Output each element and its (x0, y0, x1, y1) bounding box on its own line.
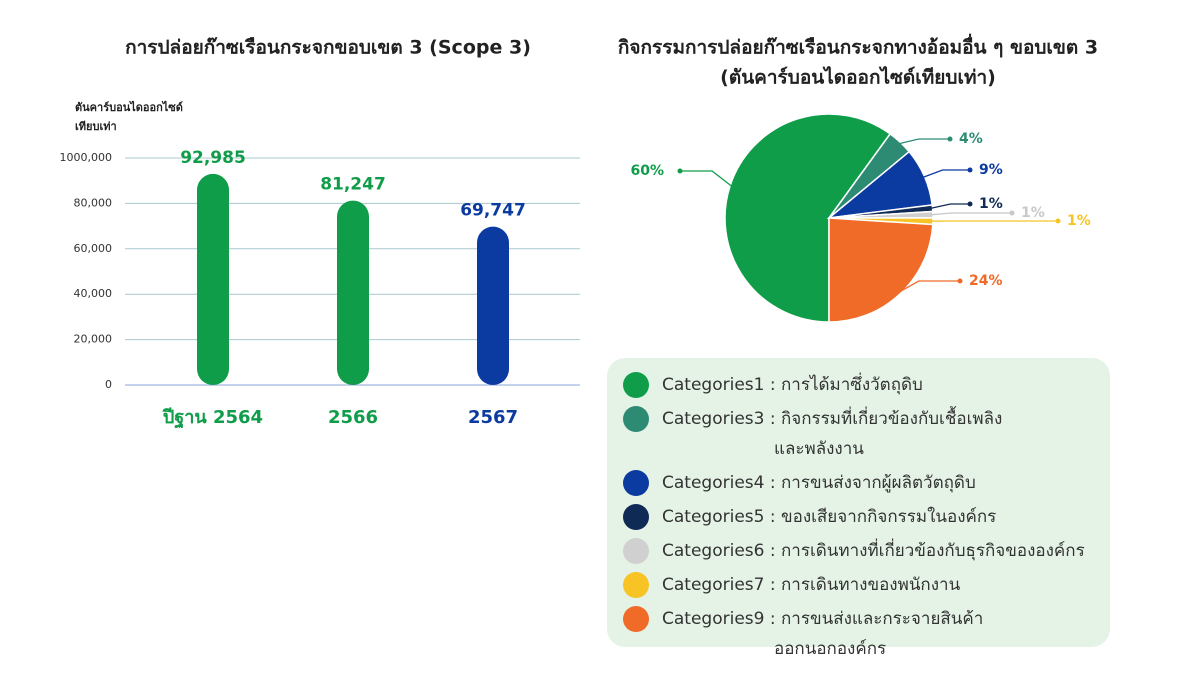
legend-label: Categories3 : กิจกรรมที่เกี่ยวข้องกับเชื… (662, 409, 1003, 459)
value-label: 4% (959, 131, 983, 147)
leader-dot (967, 167, 973, 173)
y-label: เทียบเท่า (75, 120, 117, 133)
legend-swatch (623, 406, 649, 432)
legend-swatch (623, 504, 649, 530)
bar (477, 226, 509, 385)
y-tick-label: 40,000 (74, 287, 113, 300)
legend-swatch (623, 538, 649, 564)
x-tick-label: 2567 (468, 407, 518, 428)
bar (337, 200, 369, 385)
legend-item: Categories6 : การเดินทางที่เกี่ยวข้องกับ… (623, 538, 1110, 566)
leader-line (930, 212, 1012, 216)
leader-line (922, 169, 970, 179)
leader-dot (967, 201, 973, 207)
pie-slice (828, 217, 934, 323)
y-tick-label: 60,000 (74, 242, 113, 255)
legend-swatch (623, 470, 649, 496)
leader-dot (677, 168, 683, 174)
leader-line (898, 280, 960, 293)
legend-swatch (623, 372, 649, 398)
value-label: 9% (979, 162, 1003, 178)
legend-label: Categories5 : ของเสียจากกิจกรรมในองค์กร (662, 507, 997, 527)
legend-label: Categories1 : การได้มาซึ่งวัตถุดิบ (662, 375, 923, 395)
leader-line (930, 203, 970, 210)
bar-title: การปล่อยก๊าซเรือนกระจกขอบเขต 3 (Scope 3) (125, 37, 531, 59)
value-label: 92,985 (180, 148, 246, 168)
legend-label: Categories9 : การขนส่งและกระจายสินค้า ออ… (662, 609, 984, 659)
leader-dot (947, 136, 953, 142)
x-tick-label: 2566 (328, 407, 378, 428)
value-label: 1% (979, 196, 1003, 212)
legend-swatch (623, 606, 649, 632)
legend-swatch (623, 572, 649, 598)
bar (197, 173, 229, 385)
legend-item: Categories5 : ของเสียจากกิจกรรมในองค์กร (623, 504, 1110, 532)
legend-item: Categories9 : การขนส่งและกระจายสินค้า ออ… (623, 606, 1110, 664)
leader-dot (1055, 218, 1061, 224)
leader-dot (957, 278, 963, 284)
legend-label: Categories4 : การขนส่งจากผู้ผลิตวัตถุดิบ (662, 473, 976, 493)
pie-slice (724, 113, 892, 323)
y-tick-label: 80,000 (74, 196, 113, 209)
value-label: 1% (1021, 205, 1045, 221)
leader-line (898, 138, 950, 145)
value-label: 69,747 (460, 201, 526, 221)
y-tick-label: 0 (105, 378, 112, 391)
legend-item: Categories1 : การได้มาซึ่งวัตถุดิบ (623, 372, 1110, 400)
y-tick-label: 20,000 (74, 333, 113, 346)
value-label: 81,247 (320, 175, 386, 195)
leader-dot (1009, 210, 1015, 216)
legend-item: Categories3 : กิจกรรมที่เกี่ยวข้องกับเชื… (623, 406, 1110, 464)
legend-label: Categories6 : การเดินทางที่เกี่ยวข้องกับ… (662, 541, 1085, 561)
legend-item: Categories4 : การขนส่งจากผู้ผลิตวัตถุดิบ (623, 470, 1110, 498)
legend-label: Categories7 : การเดินทางของพนักงาน (662, 575, 961, 595)
legend-item: Categories7 : การเดินทางของพนักงาน (623, 572, 1110, 600)
y-tick-label: 1000,000 (60, 151, 113, 164)
pie-title: กิจกรรมการปล่อยก๊าซเรือนกระจกทางอ้อมอื่น… (618, 34, 1098, 59)
value-label: 24% (969, 273, 1003, 289)
x-tick-label: ปีฐาน 2564 (162, 407, 263, 429)
legend: Categories1 : การได้มาซึ่งวัตถุดิบ Catego… (607, 358, 1110, 659)
value-label: 1% (1067, 213, 1091, 229)
value-label: 60% (630, 163, 664, 179)
leader-line (680, 170, 733, 188)
pie-title: (ตันคาร์บอนไดออกไซด์เทียบเท่า) (720, 66, 996, 89)
y-label: ตันคาร์บอนไดออกไซด์ (75, 100, 183, 114)
